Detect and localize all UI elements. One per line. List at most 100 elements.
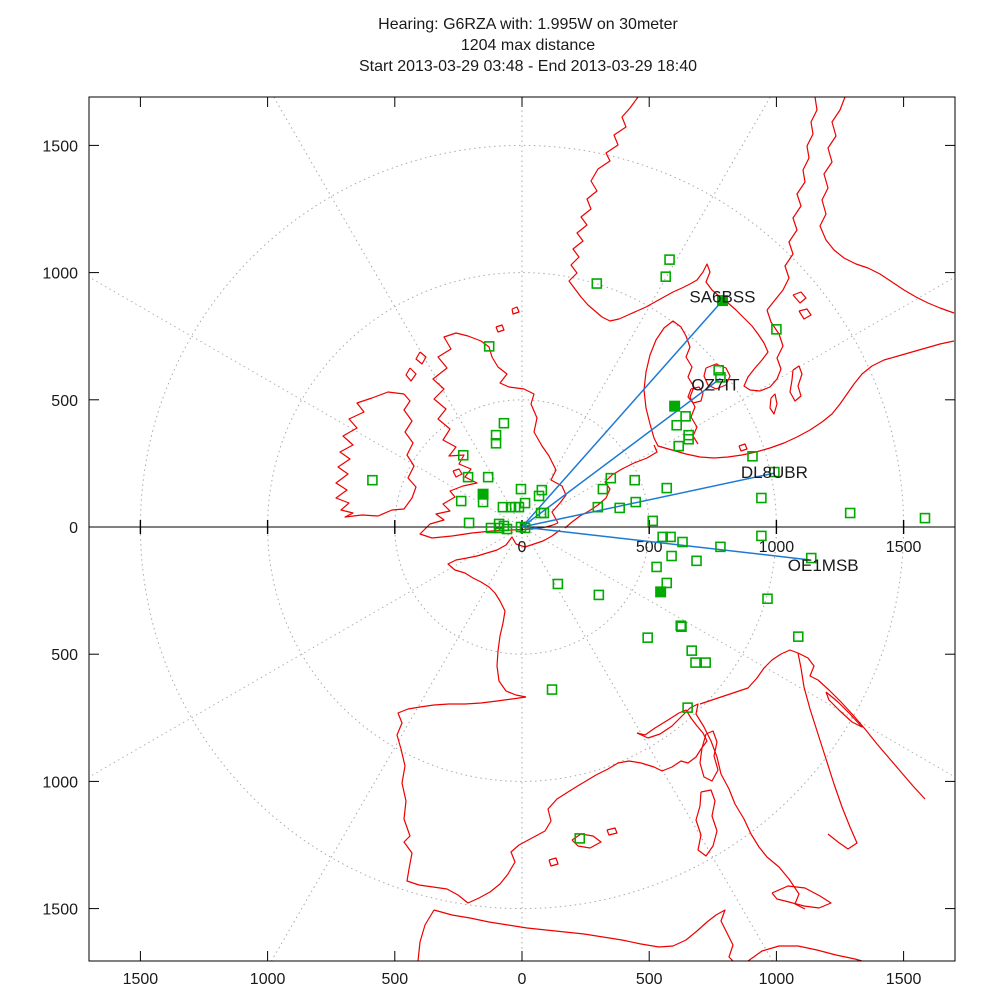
grid-radial: [270, 526, 523, 961]
spot: [715, 541, 726, 553]
spot: [747, 450, 758, 462]
filled-spot: [655, 586, 667, 598]
spot: [665, 531, 676, 543]
inner-axis-label: 1500: [886, 539, 922, 556]
spot: [593, 589, 605, 601]
station-label-DL8UBR: DL8UBR: [741, 463, 808, 482]
spot: [657, 531, 668, 543]
spot: [592, 501, 604, 513]
coastline: [687, 386, 704, 404]
filled-spot: [716, 295, 728, 307]
spot: [463, 517, 475, 529]
plot-time-range: Start 2013-03-29 03:48 - End 2013-03-29 …: [358, 58, 698, 75]
spot: [605, 472, 617, 484]
spot: [666, 550, 677, 562]
spot: [538, 507, 550, 519]
coastline: [433, 909, 734, 961]
coastline: [415, 351, 427, 365]
coastline: [636, 703, 806, 910]
spot: [647, 515, 659, 527]
x-axis-label: 500: [381, 971, 408, 988]
spot: [762, 593, 773, 605]
spot: [756, 530, 767, 542]
station-ray-OZ7IT: [521, 377, 721, 528]
spot: [591, 278, 603, 289]
coastline: [699, 649, 858, 850]
y-axis-label: 1000: [42, 266, 78, 283]
coastline: [548, 857, 559, 867]
coastline: [699, 730, 719, 782]
coastline: [417, 909, 435, 961]
coastline: [766, 97, 818, 311]
x-axis-label: 1500: [886, 971, 922, 988]
coastline: [419, 332, 567, 539]
coastline: [405, 367, 417, 382]
y-axis-label: 1500: [42, 902, 78, 919]
y-axis-label: 0: [69, 520, 78, 537]
spot: [629, 474, 640, 486]
coastline: [747, 945, 863, 961]
spot: [792, 631, 804, 642]
y-axis-label: 1000: [42, 774, 78, 791]
coastline: [447, 529, 561, 698]
spot: [574, 833, 586, 844]
spot: [457, 449, 469, 461]
coastline: [606, 827, 618, 836]
spot: [805, 552, 817, 564]
grid-radial: [521, 526, 955, 778]
coastline: [335, 391, 417, 518]
spot: [642, 632, 653, 643]
spot: [700, 657, 711, 668]
spot: [597, 483, 609, 495]
x-axis-label: 1000: [759, 971, 795, 988]
y-axis-label: 1500: [42, 138, 78, 155]
spot: [675, 620, 687, 632]
coastline: [798, 308, 812, 320]
spot: [546, 684, 558, 695]
coastline: [769, 393, 778, 415]
coastline: [771, 885, 832, 909]
spot: [501, 523, 513, 535]
station-label-OE1MSB: OE1MSB: [788, 556, 859, 575]
grid-radial: [273, 97, 523, 528]
spot: [671, 419, 682, 431]
grid-radial: [89, 526, 523, 778]
spot: [664, 254, 675, 265]
spot: [493, 522, 505, 534]
coastline: [797, 652, 926, 800]
coastline: [511, 306, 520, 315]
plot-title: Hearing: G6RZA with: 1.995W on 30meter: [378, 16, 678, 33]
spot: [690, 657, 701, 668]
coastline: [568, 97, 784, 392]
spot: [490, 429, 502, 441]
grid-radial: [521, 276, 955, 528]
spot: [614, 502, 625, 514]
spot: [513, 501, 525, 513]
coastline: [825, 691, 863, 728]
inner-axis-label: 1000: [759, 539, 795, 556]
x-axis-label: 1500: [123, 971, 159, 988]
spot: [519, 522, 531, 534]
spot: [661, 482, 673, 494]
x-axis-label: 500: [636, 971, 663, 988]
grid-radial: [89, 276, 523, 528]
coastline: [396, 696, 708, 904]
spot: [455, 495, 467, 507]
spot: [682, 702, 693, 713]
grid-radial: [521, 526, 774, 961]
station-ray-DL8UBR: [521, 472, 775, 528]
spot: [552, 578, 564, 590]
coastline: [643, 320, 955, 459]
spot: [367, 474, 378, 486]
spot: [919, 512, 931, 524]
spot: [660, 271, 672, 282]
spot: [482, 471, 494, 483]
coastline: [695, 789, 718, 857]
spot: [677, 536, 688, 548]
spot: [651, 561, 662, 573]
x-axis-label: 1000: [250, 971, 286, 988]
spot: [490, 438, 502, 449]
station-label-SA6BSS: SA6BSS: [689, 288, 755, 307]
